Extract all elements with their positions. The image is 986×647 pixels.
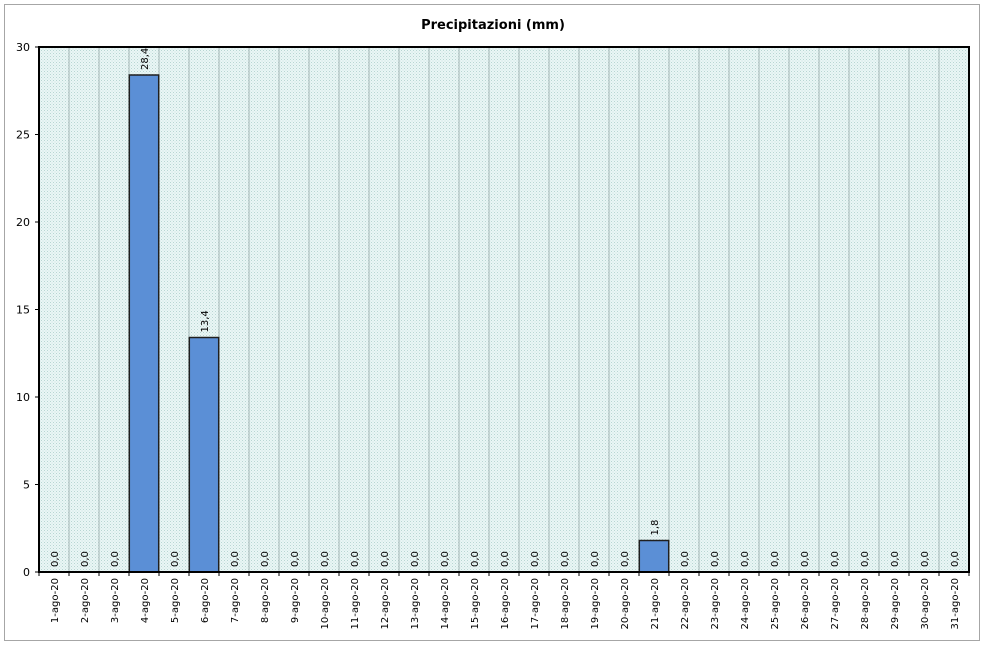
precipitation-bar-chart: Precipitazioni (mm) 0 5 10 15 20 25 30 1-ago-20… — [16, 18, 970, 629]
data-label: 0,0 — [920, 551, 931, 567]
x-tick-label: 24-ago-20 — [740, 578, 751, 629]
y-tick-label: 30 — [16, 41, 30, 54]
x-tick-label: 13-ago-20 — [410, 578, 421, 629]
x-tick-label: 7-ago-20 — [230, 578, 241, 623]
chart-frame: Precipitazioni (mm) 0 5 10 15 20 25 30 1-ago-20… — [4, 4, 980, 641]
data-label: 0,0 — [170, 551, 181, 567]
bar — [638, 539, 670, 573]
data-label: 0,0 — [470, 551, 481, 567]
x-tick-label: 11-ago-20 — [350, 578, 361, 629]
data-label: 0,0 — [710, 551, 721, 567]
bar — [128, 74, 160, 573]
x-tick-label: 31-ago-20 — [950, 578, 961, 629]
y-tick-label: 5 — [23, 479, 30, 492]
chart-title: Precipitazioni (mm) — [421, 18, 565, 33]
x-tick-label: 6-ago-20 — [200, 578, 211, 623]
data-label: 0,0 — [350, 551, 361, 567]
x-tick-label: 9-ago-20 — [290, 578, 301, 623]
y-tick-label: 25 — [16, 129, 30, 142]
x-tick-label: 28-ago-20 — [860, 578, 871, 629]
x-tick-label: 3-ago-20 — [110, 578, 121, 623]
data-label: 0,0 — [320, 551, 331, 567]
x-tick-label: 29-ago-20 — [890, 578, 901, 629]
x-tick-label: 26-ago-20 — [800, 578, 811, 629]
x-tick-label: 2-ago-20 — [80, 578, 91, 623]
x-tick-label: 25-ago-20 — [770, 578, 781, 629]
x-tick-label: 19-ago-20 — [590, 578, 601, 629]
data-label: 0,0 — [530, 551, 541, 567]
y-tick-label: 10 — [16, 391, 30, 404]
data-label: 0,0 — [860, 551, 871, 567]
data-label: 0,0 — [410, 551, 421, 567]
data-label: 28,4 — [140, 48, 151, 70]
data-label: 0,0 — [110, 551, 121, 567]
data-label: 1,8 — [650, 520, 661, 536]
data-label: 0,0 — [260, 551, 271, 567]
data-label: 13,4 — [200, 310, 211, 332]
y-tick-label: 0 — [23, 566, 30, 579]
x-tick-label: 10-ago-20 — [320, 578, 331, 629]
x-tick-label: 18-ago-20 — [560, 578, 571, 629]
x-tick-label: 20-ago-20 — [620, 578, 631, 629]
data-label: 0,0 — [830, 551, 841, 567]
data-label: 0,0 — [230, 551, 241, 567]
x-tick-label: 14-ago-20 — [440, 578, 451, 629]
data-label: 0,0 — [620, 551, 631, 567]
x-tick-label: 17-ago-20 — [530, 578, 541, 629]
x-tick-label: 21-ago-20 — [650, 578, 661, 629]
data-label: 0,0 — [590, 551, 601, 567]
x-tick-label: 12-ago-20 — [380, 578, 391, 629]
x-tick-label: 15-ago-20 — [470, 578, 481, 629]
plot-area — [39, 47, 969, 572]
x-tick-label: 27-ago-20 — [830, 578, 841, 629]
data-label: 0,0 — [770, 551, 781, 567]
data-label: 0,0 — [950, 551, 961, 567]
data-label: 0,0 — [680, 551, 691, 567]
x-tick-label: 23-ago-20 — [710, 578, 721, 629]
data-label: 0,0 — [50, 551, 61, 567]
x-tick-label: 4-ago-20 — [140, 578, 151, 623]
x-tick-label: 5-ago-20 — [170, 578, 181, 623]
data-label: 0,0 — [740, 551, 751, 567]
bar — [188, 336, 220, 573]
y-tick-label: 20 — [16, 216, 30, 229]
x-tick-label: 30-ago-20 — [920, 578, 931, 629]
x-tick-label: 22-ago-20 — [680, 578, 691, 629]
data-label: 0,0 — [800, 551, 811, 567]
data-label: 0,0 — [560, 551, 571, 567]
x-tick-label: 1-ago-20 — [50, 578, 61, 623]
data-label: 0,0 — [80, 551, 91, 567]
data-label: 0,0 — [440, 551, 451, 567]
data-label: 0,0 — [890, 551, 901, 567]
y-tick-label: 15 — [16, 304, 30, 317]
x-tick-label: 16-ago-20 — [500, 578, 511, 629]
x-tick-label: 8-ago-20 — [260, 578, 271, 623]
data-label: 0,0 — [290, 551, 301, 567]
data-label: 0,0 — [500, 551, 511, 567]
data-label: 0,0 — [380, 551, 391, 567]
